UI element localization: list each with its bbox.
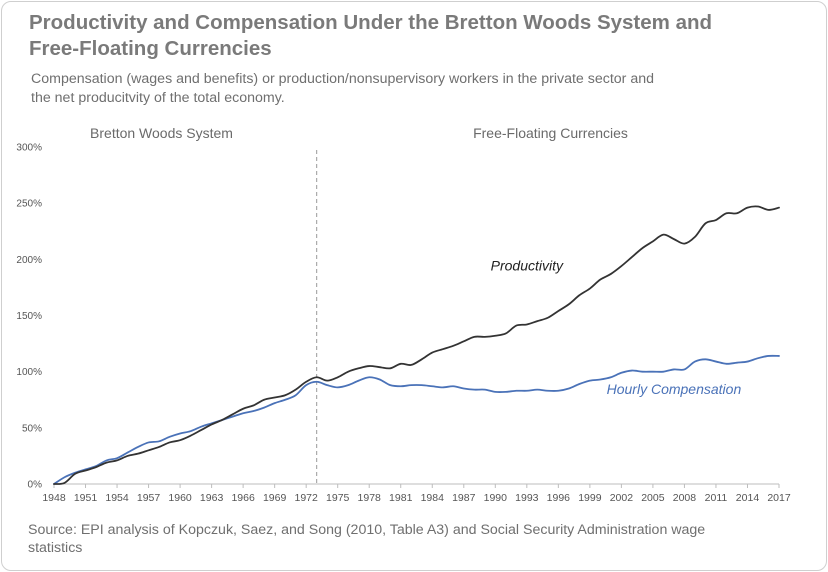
productivity-line: [53, 205, 780, 485]
y-tick-label: 200%: [16, 255, 42, 266]
y-axis: 0% 50% 100% 150% 200% 250% 300%: [16, 143, 42, 491]
x-tick-label: 1963: [200, 492, 224, 504]
x-tick-label: 1948: [42, 492, 66, 504]
y-tick-label: 150%: [16, 311, 42, 322]
x-tick-label: 2017: [767, 492, 791, 504]
x-tick-label: 2014: [736, 492, 760, 504]
y-tick-label: 0%: [28, 480, 43, 491]
x-tick-label: 1981: [389, 492, 413, 504]
y-tick-label: 300%: [16, 143, 42, 154]
hourly-compensation-line: [53, 354, 780, 485]
x-tick-label: 1966: [231, 492, 255, 504]
y-tick-label: 50%: [22, 423, 42, 434]
x-tick-label: 1984: [421, 492, 445, 504]
x-tick-label: 1969: [263, 492, 287, 504]
series-labels: Productivity Hourly Compensation: [491, 258, 742, 398]
x-tick-label: 1987: [452, 492, 476, 504]
series-lines: [53, 205, 780, 485]
x-tick-label: 2008: [673, 492, 697, 504]
x-tick-label: 1954: [105, 492, 129, 504]
x-tick-label: 2002: [610, 492, 634, 504]
chart-title: Productivity and Compensation Under the …: [29, 11, 713, 60]
x-tick-label: 1999: [578, 492, 602, 504]
x-tick-label: 1951: [74, 492, 98, 504]
x-tick-label: 1990: [484, 492, 508, 504]
x-tick-label: 1957: [137, 492, 161, 504]
source-note: Source: EPI analysis of Kopczuk, Saez, a…: [28, 522, 706, 556]
x-tick-label: 1972: [294, 492, 318, 504]
x-tick-label: 2005: [641, 492, 665, 504]
x-tick-label: 1975: [326, 492, 350, 504]
x-tick-label: 2011: [705, 492, 728, 504]
x-tick-label: 1960: [168, 492, 192, 504]
productivity-label: Productivity: [491, 258, 564, 274]
x-tick-label: 1978: [358, 492, 382, 504]
x-axis: 1948 1951 1954 1957 1960 1963 1966 1969 1972 1975…: [42, 483, 791, 504]
y-tick-label: 100%: [16, 367, 42, 378]
hourly-compensation-label: Hourly Compensation: [607, 381, 742, 397]
chart-subtitle: Compensation (wages and benefits) or pro…: [31, 71, 655, 106]
x-tick-label: 1993: [515, 492, 539, 504]
region-labels: Bretton Woods System Free-Floating Curren…: [90, 125, 628, 141]
region-label: Free-Floating Currencies: [473, 125, 628, 141]
region-label: Bretton Woods System: [90, 125, 233, 141]
x-tick-label: 1996: [547, 492, 571, 504]
y-tick-label: 250%: [16, 199, 42, 210]
